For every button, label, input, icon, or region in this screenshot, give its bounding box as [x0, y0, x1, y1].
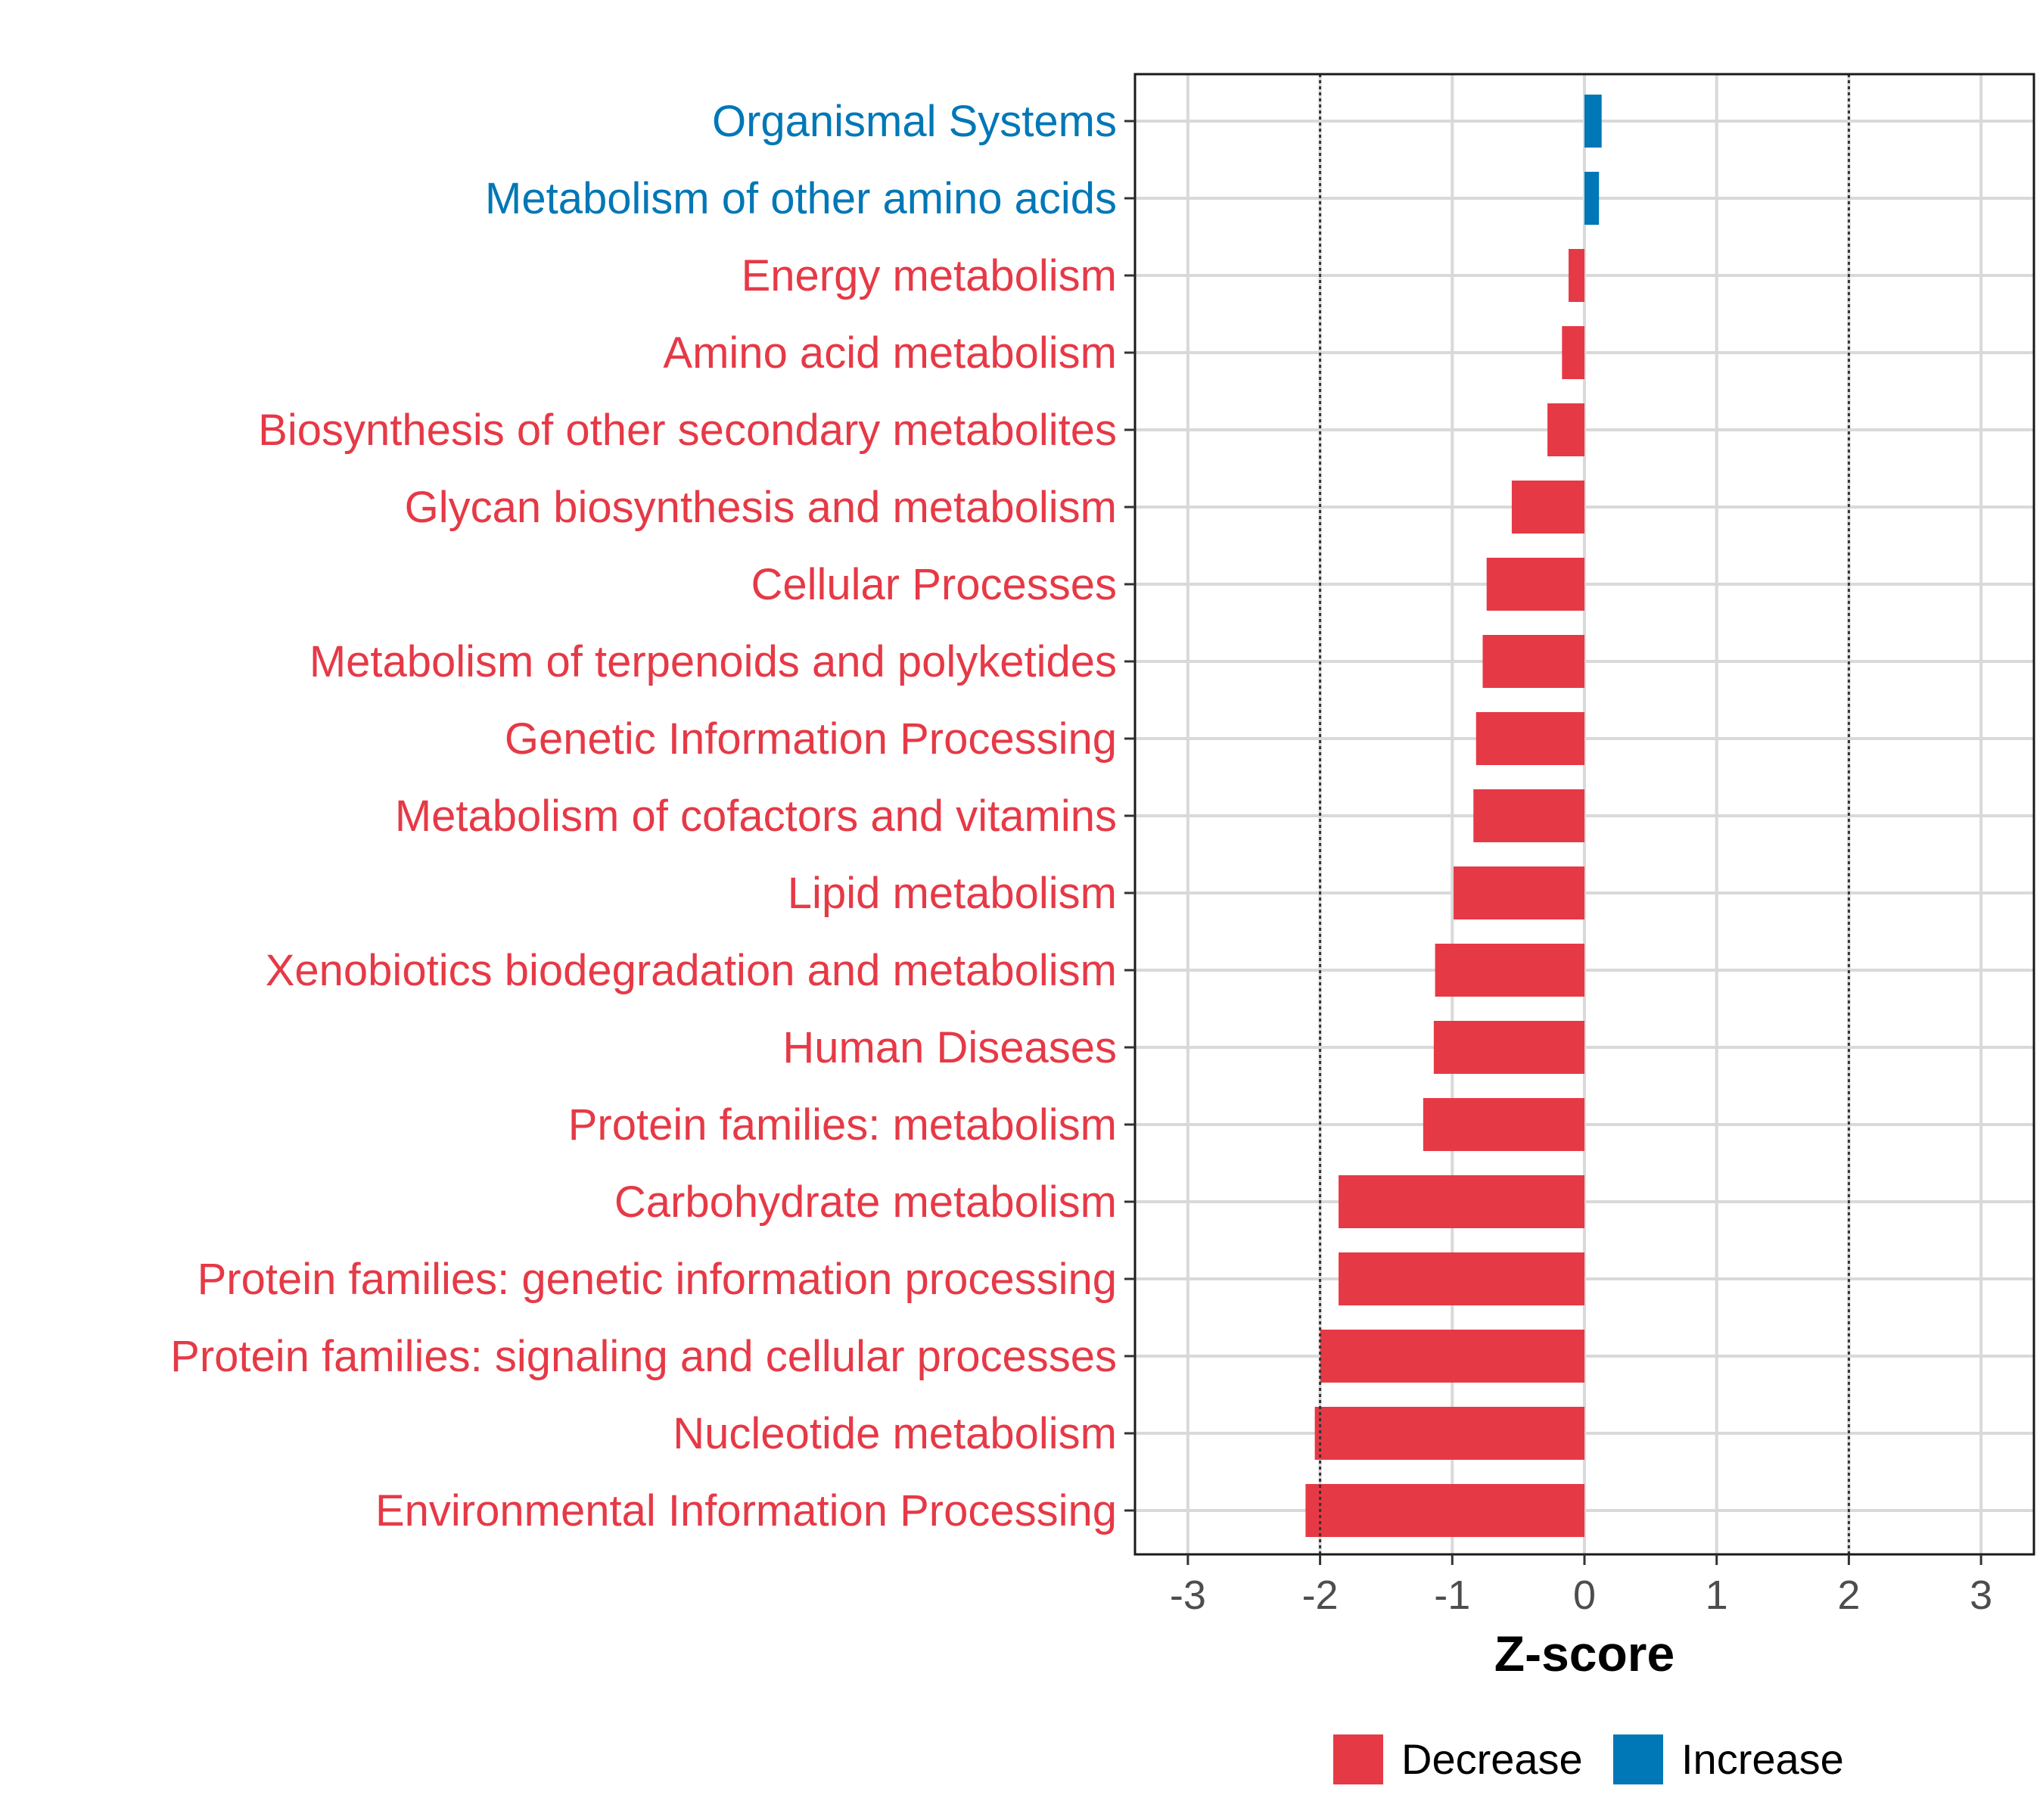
bar-decrease [1339, 1175, 1584, 1228]
category-label: Human Diseases [782, 1023, 1117, 1072]
category-label: Lipid metabolism [788, 869, 1117, 918]
bar-decrease [1454, 866, 1584, 919]
category-label: Amino acid metabolism [663, 328, 1117, 378]
x-tick-layer: -3 -2 -1 0 1 2 3 [1170, 1554, 1992, 1618]
x-tick-label: 0 [1573, 1573, 1596, 1618]
category-label: Protein families: metabolism [568, 1100, 1117, 1150]
x-tick-label: 3 [1970, 1573, 1992, 1618]
legend: Decrease Increase [1333, 1734, 1844, 1784]
bar-decrease [1569, 249, 1584, 302]
category-label: Organismal Systems [712, 97, 1117, 146]
bar-layer [1305, 95, 1602, 1537]
reference-line-layer [1319, 74, 1850, 1554]
legend-swatch-decrease [1333, 1734, 1383, 1784]
legend-label: Increase [1681, 1735, 1844, 1783]
bar-increase [1584, 172, 1600, 225]
x-tick-label: 2 [1837, 1573, 1860, 1618]
category-label: Protein families: signaling and cellular… [170, 1332, 1117, 1381]
bar-decrease [1320, 1330, 1584, 1383]
category-label: Nucleotide metabolism [673, 1409, 1117, 1458]
bar-decrease [1511, 481, 1584, 534]
bar-decrease [1476, 712, 1584, 765]
bar-decrease [1435, 944, 1584, 997]
category-label: Xenobiotics biodegradation and metabolis… [266, 946, 1117, 995]
category-label: Carbohydrate metabolism [614, 1178, 1117, 1227]
category-label: Environmental Information Processing [375, 1486, 1117, 1535]
legend-label: Decrease [1401, 1735, 1583, 1783]
category-label: Metabolism of cofactors and vitamins [395, 792, 1117, 841]
category-label: Genetic Information Processing [505, 714, 1117, 764]
x-tick-label: -3 [1170, 1573, 1206, 1618]
bar-increase [1584, 95, 1602, 148]
category-label: Glycan biosynthesis and metabolism [405, 483, 1117, 532]
category-label: Metabolism of terpenoids and polyketides [309, 637, 1117, 686]
bar-decrease [1305, 1484, 1584, 1537]
category-label: Energy metabolism [742, 251, 1117, 300]
bar-decrease [1562, 326, 1584, 379]
bar-decrease [1433, 1021, 1584, 1074]
legend-swatch-increase [1613, 1734, 1663, 1784]
x-axis-title: Z-score [1494, 1626, 1675, 1682]
category-label-layer: Organismal Systems Metabolism of other am… [170, 97, 1135, 1535]
bar-decrease [1482, 635, 1584, 688]
category-label: Biosynthesis of other secondary metaboli… [258, 406, 1117, 455]
bar-decrease [1486, 558, 1584, 611]
x-tick-label: -2 [1302, 1573, 1339, 1618]
bar-decrease [1314, 1407, 1584, 1460]
x-tick-label: 1 [1706, 1573, 1728, 1618]
category-label: Cellular Processes [751, 560, 1117, 609]
bar-decrease [1339, 1252, 1584, 1305]
x-tick-label: -1 [1434, 1573, 1470, 1618]
bar-decrease [1473, 789, 1584, 842]
bar-decrease [1423, 1098, 1584, 1151]
category-label: Protein families: genetic information pr… [197, 1255, 1117, 1304]
bar-decrease [1547, 403, 1584, 456]
category-label: Metabolism of other amino acids [485, 174, 1117, 223]
